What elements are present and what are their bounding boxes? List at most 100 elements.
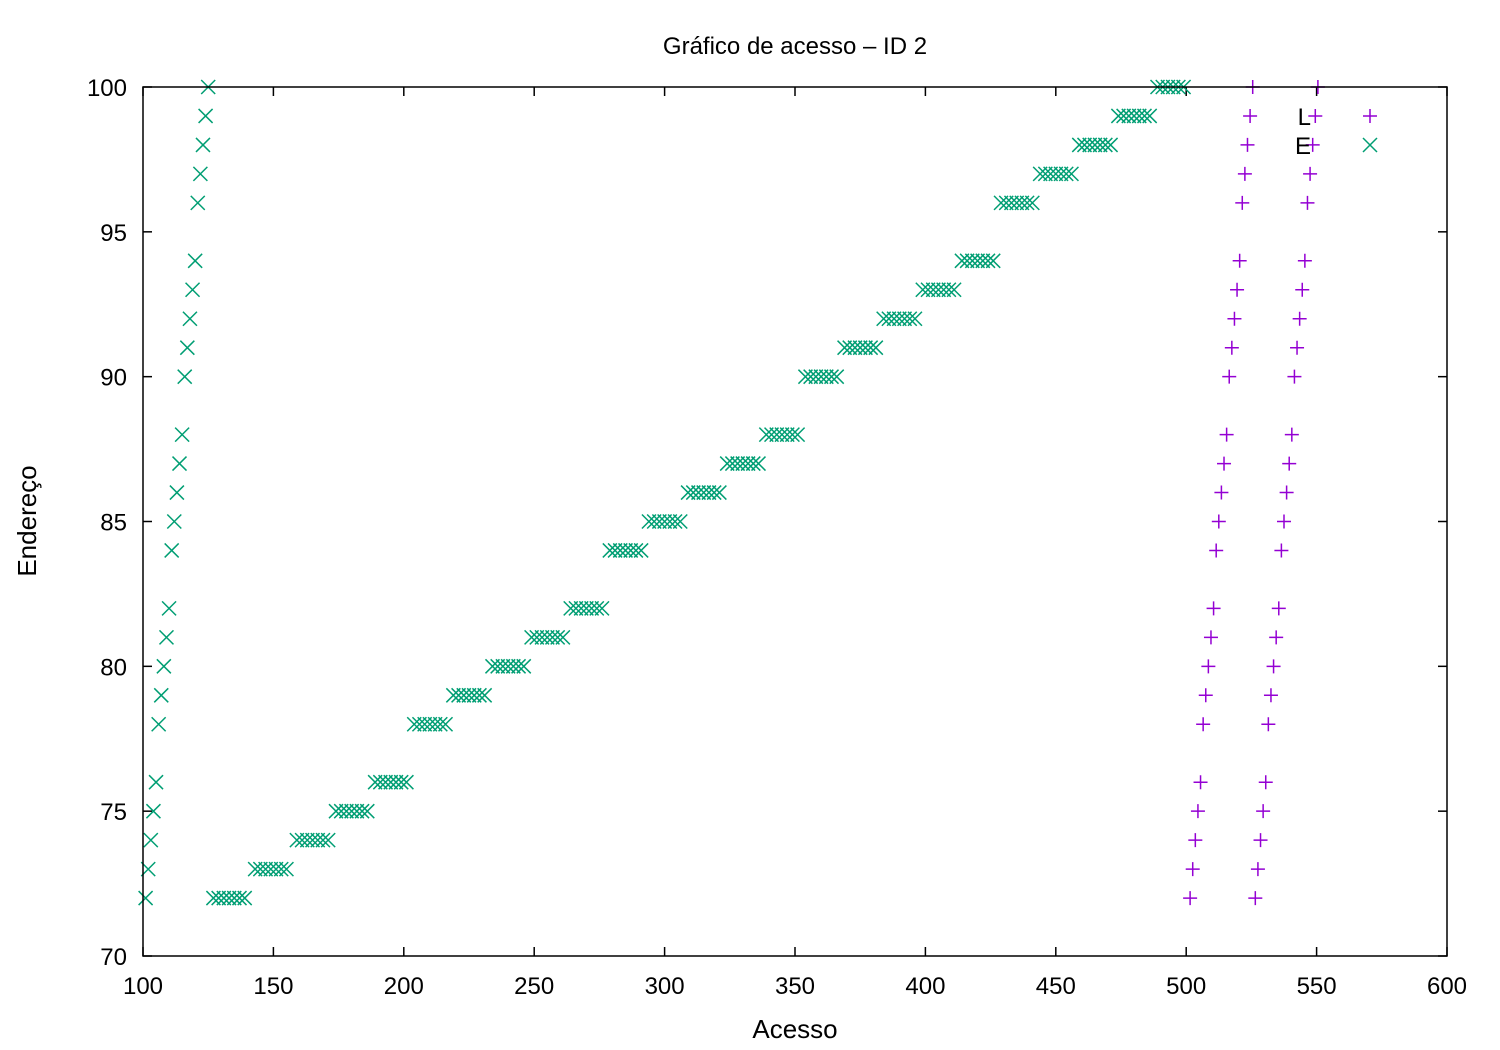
point-E-47 [333, 803, 349, 819]
point-E-73 [477, 687, 493, 703]
point-E-128 [784, 427, 800, 443]
point-L-12 [1214, 485, 1229, 500]
point-E-39 [289, 832, 305, 848]
point-L-42 [1292, 311, 1307, 326]
point-E-40 [294, 832, 310, 848]
point-E-85 [544, 629, 560, 645]
point-L-2 [1188, 833, 1203, 848]
point-E-186 [1110, 108, 1126, 124]
point-E-8 [158, 629, 175, 645]
point-L-39 [1284, 427, 1299, 442]
point-E-12 [169, 485, 185, 501]
point-E-105 [657, 513, 673, 530]
point-E-22 [195, 137, 211, 153]
x-tick-label-3: 250 [514, 973, 554, 1000]
point-E-17 [182, 311, 198, 327]
point-E-131 [803, 369, 819, 385]
point-L-13 [1217, 456, 1232, 471]
series-L [1183, 80, 1325, 906]
point-E-176 [1053, 166, 1069, 182]
point-E-163 [980, 253, 996, 269]
point-E-53 [367, 774, 383, 790]
point-E-173 [1037, 166, 1053, 182]
point-E-129 [790, 427, 806, 443]
plot-points [138, 79, 1325, 906]
point-E-123 [758, 427, 774, 443]
point-E-141 [857, 340, 873, 356]
point-E-38 [278, 861, 294, 877]
point-L-5 [1196, 717, 1211, 732]
point-L-6 [1198, 688, 1213, 703]
point-L-25 [1248, 891, 1263, 906]
point-E-72 [471, 687, 487, 703]
plot-frame [142, 86, 1448, 957]
legend-label-E: E [1295, 133, 1311, 160]
point-E-28 [221, 890, 237, 906]
point-E-171 [1024, 195, 1040, 211]
point-E-144 [876, 311, 892, 327]
point-E-67 [445, 687, 461, 703]
series-E [138, 79, 1192, 906]
point-L-11 [1211, 514, 1226, 529]
point-E-157 [946, 282, 962, 298]
y-tick-label-2: 80 [100, 654, 127, 681]
point-E-167 [1003, 195, 1019, 211]
point-E-142 [863, 340, 879, 356]
legend: LE [1295, 104, 1378, 160]
point-E-185 [1103, 137, 1119, 153]
point-E-79 [511, 658, 527, 674]
point-E-4 [148, 774, 164, 790]
point-E-133 [813, 369, 829, 385]
point-E-162 [975, 253, 991, 269]
point-L-8 [1203, 630, 1218, 645]
point-E-37 [273, 861, 289, 877]
point-E-113 [701, 485, 717, 501]
point-E-54 [372, 774, 388, 790]
point-E-135 [823, 369, 840, 385]
point-L-21 [1237, 166, 1252, 181]
x-axis-ticks: 100 150 200 250 300 350 400 450 500 550 600 [123, 87, 1467, 1000]
point-E-62 [417, 716, 433, 732]
point-E-175 [1048, 166, 1064, 182]
point-L-7 [1201, 659, 1216, 674]
point-E-77 [500, 658, 516, 674]
point-L-16 [1224, 340, 1239, 355]
point-L-10 [1209, 543, 1224, 558]
point-E-80 [516, 658, 532, 674]
point-L-1 [1185, 862, 1200, 877]
point-E-57 [388, 774, 404, 790]
point-E-68 [451, 687, 467, 703]
point-L-18 [1230, 282, 1245, 297]
point-E-109 [680, 485, 696, 501]
point-E-30 [231, 890, 248, 906]
y-tick-label-3: 85 [100, 510, 127, 537]
point-E-115 [711, 485, 727, 501]
point-E-48 [338, 803, 354, 819]
point-L-34 [1271, 601, 1286, 616]
point-L-26 [1250, 862, 1265, 877]
point-E-132 [808, 369, 824, 385]
point-L-43 [1295, 282, 1310, 297]
point-E-25 [205, 890, 221, 906]
point-E-139 [847, 340, 863, 356]
point-E-86 [550, 629, 566, 645]
point-E-66 [437, 716, 454, 732]
point-E-71 [466, 687, 482, 703]
point-E-177 [1058, 166, 1074, 182]
point-L-48 [1308, 108, 1323, 123]
point-E-56 [383, 774, 399, 790]
point-E-110 [685, 485, 701, 501]
point-E-81 [524, 629, 540, 645]
point-E-44 [315, 832, 331, 848]
chart-title: Gráfico de acesso – ID 2 [663, 33, 927, 60]
point-E-158 [954, 253, 970, 269]
point-E-6 [153, 687, 169, 703]
point-L-19 [1232, 253, 1247, 268]
point-E-0 [138, 890, 154, 906]
point-E-18 [185, 282, 201, 298]
point-E-34 [258, 861, 274, 877]
point-E-145 [881, 311, 897, 327]
point-E-3 [145, 803, 161, 819]
point-L-14 [1219, 427, 1234, 442]
